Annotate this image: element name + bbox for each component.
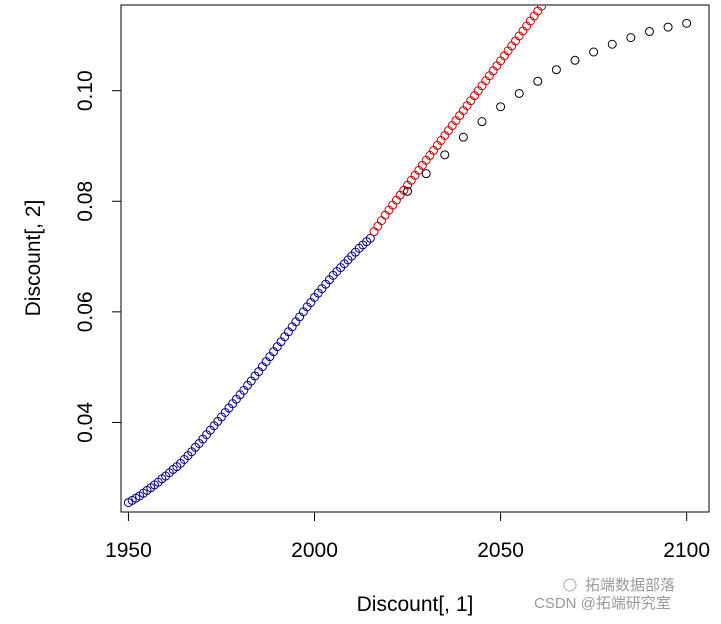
y-tick-label: 0.08 (74, 181, 97, 222)
series-2 (370, 0, 568, 236)
data-points (124, 0, 690, 507)
data-point (370, 228, 378, 236)
x-tick-label: 2000 (291, 539, 338, 562)
data-point (541, 0, 549, 5)
data-point (378, 217, 386, 225)
x-tick-label: 2100 (663, 539, 710, 562)
watermark-line1: 拓端数据部落 (585, 577, 675, 594)
x-tick-label: 1950 (105, 539, 152, 562)
plot-frame (121, 5, 709, 512)
data-point (645, 28, 653, 36)
data-point (608, 40, 616, 48)
data-point (422, 170, 430, 178)
data-point (374, 222, 382, 230)
data-point (627, 34, 635, 42)
watermark-line2: CSDN @拓端研究室 (534, 595, 671, 612)
x-axis-title: Discount[, 1] (357, 593, 474, 616)
data-point (534, 77, 542, 85)
data-point (552, 66, 560, 74)
data-point (664, 23, 672, 31)
x-axis: 1950 2000 2050 2100 (105, 512, 710, 562)
series-3 (404, 19, 691, 195)
data-point (441, 151, 449, 159)
data-point (590, 48, 598, 56)
y-tick-label: 0.04 (74, 402, 97, 443)
watermark: 拓端数据部落 CSDN @拓端研究室 (534, 577, 675, 612)
data-point (515, 89, 523, 97)
data-point (459, 133, 467, 141)
y-axis: 0.04 0.06 0.08 0.10 (74, 70, 121, 443)
x-tick-label: 2050 (477, 539, 524, 562)
y-axis-title: Discount[, 2] (22, 200, 45, 317)
y-tick-label: 0.06 (74, 291, 97, 332)
watermark-logo-icon (564, 579, 576, 591)
data-point (683, 19, 691, 27)
data-point (478, 118, 486, 126)
data-point (571, 56, 579, 64)
data-point (497, 103, 505, 111)
series-1 (124, 234, 374, 506)
y-tick-label: 0.10 (74, 70, 97, 111)
